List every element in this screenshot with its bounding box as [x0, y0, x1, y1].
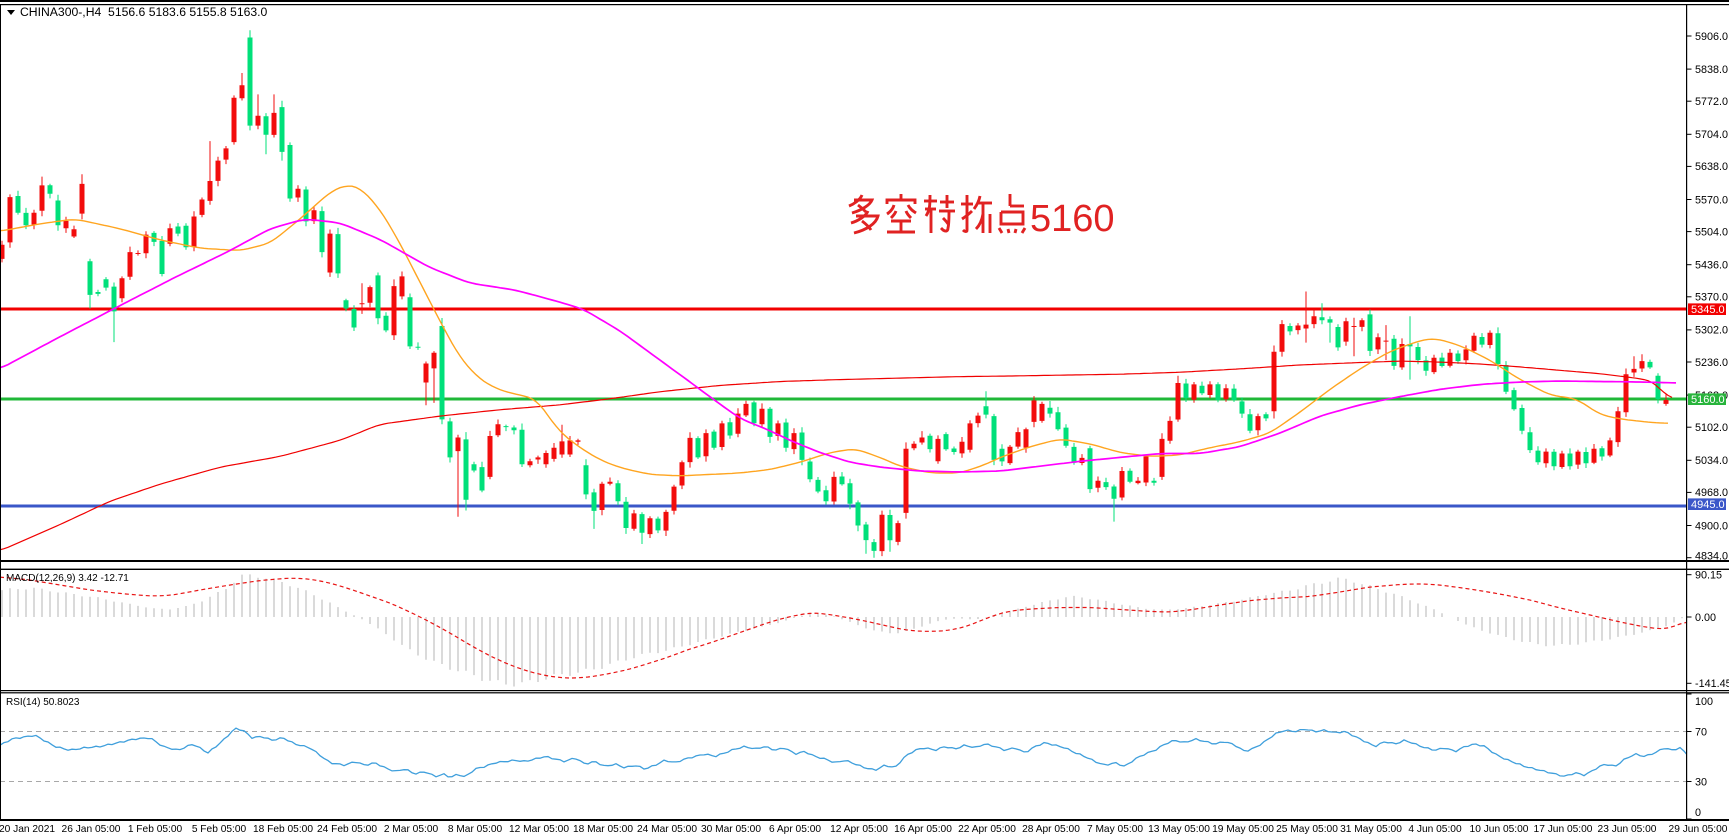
svg-text:4834.0: 4834.0	[1695, 551, 1728, 563]
svg-text:10 Jun 05:00: 10 Jun 05:00	[1470, 824, 1529, 835]
svg-text:2 Mar 05:00: 2 Mar 05:00	[384, 824, 439, 835]
svg-text:0: 0	[1695, 807, 1701, 819]
svg-text:23 Jun 05:00: 23 Jun 05:00	[1598, 824, 1657, 835]
svg-text:12 Apr 05:00: 12 Apr 05:00	[830, 824, 888, 835]
svg-text:-141.45: -141.45	[1695, 678, 1729, 690]
svg-text:30: 30	[1695, 776, 1707, 788]
svg-text:5236.0: 5236.0	[1695, 357, 1728, 369]
svg-text:22 Apr 05:00: 22 Apr 05:00	[958, 824, 1016, 835]
svg-text:31 May 05:00: 31 May 05:00	[1340, 824, 1402, 835]
svg-text:70: 70	[1695, 726, 1707, 738]
svg-text:20 Jan 2021: 20 Jan 2021	[0, 824, 55, 835]
svg-text:1 Feb 05:00: 1 Feb 05:00	[128, 824, 183, 835]
svg-text:24 Feb 05:00: 24 Feb 05:00	[317, 824, 377, 835]
svg-text:29 Jun 05:00: 29 Jun 05:00	[1669, 824, 1728, 835]
svg-text:5436.0: 5436.0	[1695, 260, 1728, 272]
svg-text:0.00: 0.00	[1695, 612, 1716, 624]
svg-text:5370.0: 5370.0	[1695, 292, 1728, 304]
svg-text:5906.0: 5906.0	[1695, 31, 1728, 43]
svg-text:18 Mar 05:00: 18 Mar 05:00	[573, 824, 633, 835]
svg-text:19 May 05:00: 19 May 05:00	[1212, 824, 1274, 835]
svg-text:5570.0: 5570.0	[1695, 194, 1728, 206]
svg-text:25 May 05:00: 25 May 05:00	[1276, 824, 1338, 835]
svg-text:16 Apr 05:00: 16 Apr 05:00	[894, 824, 952, 835]
svg-text:30 Mar 05:00: 30 Mar 05:00	[701, 824, 761, 835]
svg-text:5 Feb 05:00: 5 Feb 05:00	[192, 824, 247, 835]
svg-text:6 Apr 05:00: 6 Apr 05:00	[769, 824, 821, 835]
svg-text:8 Mar 05:00: 8 Mar 05:00	[448, 824, 503, 835]
svg-text:4968.0: 4968.0	[1695, 487, 1728, 499]
svg-text:26 Jan 05:00: 26 Jan 05:00	[62, 824, 121, 835]
svg-text:5102.0: 5102.0	[1695, 422, 1728, 434]
svg-text:7 May 05:00: 7 May 05:00	[1087, 824, 1143, 835]
svg-text:5302.0: 5302.0	[1695, 325, 1728, 337]
svg-text:90.15: 90.15	[1695, 570, 1722, 582]
svg-text:100: 100	[1695, 696, 1713, 708]
svg-text:5160.0: 5160.0	[1691, 394, 1725, 406]
svg-text:RSI(14) 50.8023: RSI(14) 50.8023	[6, 697, 80, 708]
svg-text:12 Mar 05:00: 12 Mar 05:00	[509, 824, 569, 835]
svg-text:5772.0: 5772.0	[1695, 96, 1728, 108]
svg-text:18 Feb 05:00: 18 Feb 05:00	[253, 824, 313, 835]
svg-text:5504.0: 5504.0	[1695, 226, 1728, 238]
svg-text:5034.0: 5034.0	[1695, 455, 1728, 467]
svg-text:4 Jun 05:00: 4 Jun 05:00	[1408, 824, 1462, 835]
svg-text:28 Apr 05:00: 28 Apr 05:00	[1022, 824, 1080, 835]
svg-text:24 Mar 05:00: 24 Mar 05:00	[637, 824, 697, 835]
svg-text:5838.0: 5838.0	[1695, 64, 1728, 76]
svg-text:5345.0: 5345.0	[1691, 304, 1725, 316]
svg-text:5638.0: 5638.0	[1695, 161, 1728, 173]
svg-text:17 Jun 05:00: 17 Jun 05:00	[1534, 824, 1593, 835]
svg-text:CHINA300-,H4 5156.6 5183.6 51: CHINA300-,H4 5156.6 5183.6 5155.8 5163.0	[20, 5, 268, 19]
svg-text:5160: 5160	[1030, 198, 1115, 240]
svg-text:MACD(12,26,9) 3.42 -12.71: MACD(12,26,9) 3.42 -12.71	[6, 573, 129, 584]
svg-text:4900.0: 4900.0	[1695, 520, 1728, 532]
svg-text:4945.0: 4945.0	[1691, 499, 1725, 511]
svg-text:13 May 05:00: 13 May 05:00	[1148, 824, 1210, 835]
svg-text:5704.0: 5704.0	[1695, 129, 1728, 141]
